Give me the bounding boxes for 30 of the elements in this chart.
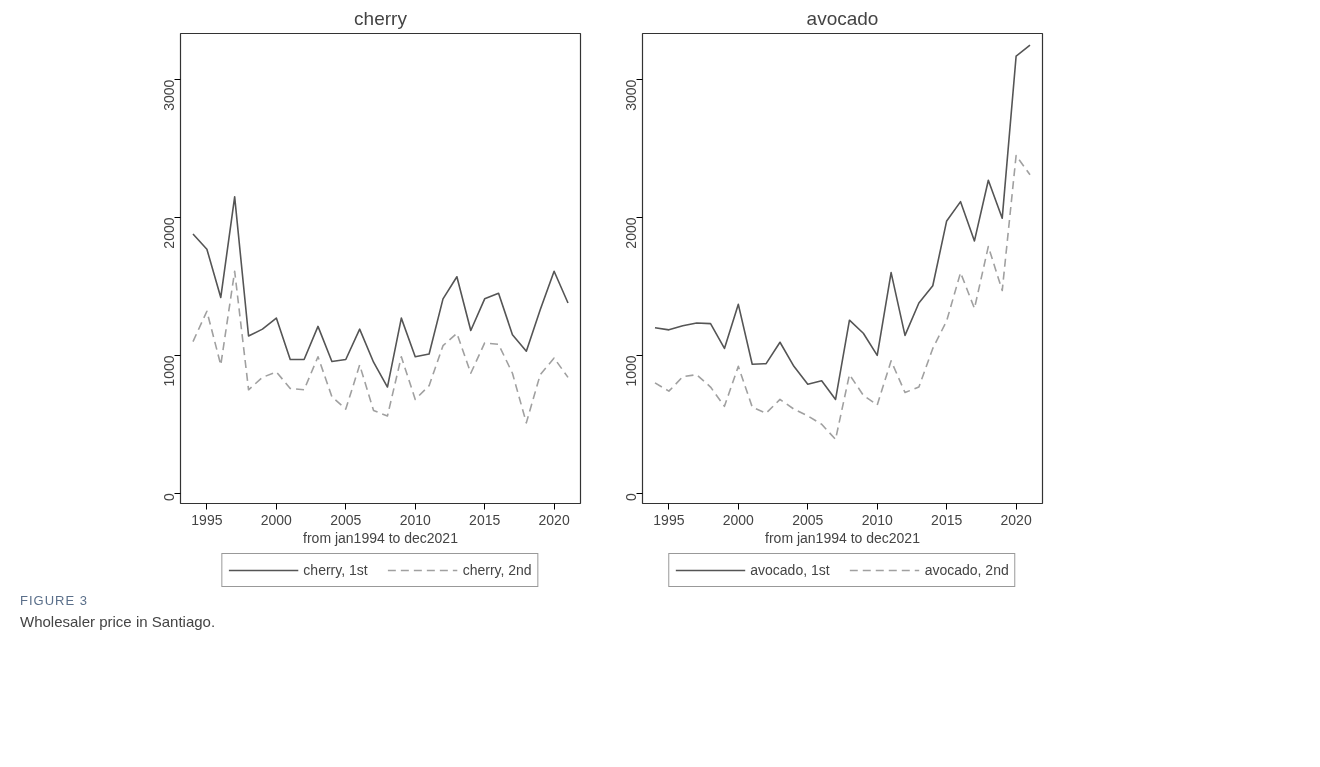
x-tick-label: 2010 bbox=[399, 511, 432, 528]
legend-label: cherry, 1st bbox=[303, 562, 368, 578]
legend-label: cherry, 2nd bbox=[462, 562, 532, 578]
y-tick-label: 0 bbox=[623, 492, 640, 501]
legend-label: avocado, 2nd bbox=[924, 562, 1009, 578]
chart-title: cherry bbox=[354, 7, 408, 29]
x-axis-title: from jan1994 to dec2021 bbox=[765, 529, 921, 546]
x-tick-label: 1995 bbox=[653, 511, 685, 528]
x-tick-label: 2005 bbox=[792, 511, 824, 528]
y-tick-label: 0 bbox=[161, 492, 178, 501]
text: Wholesaler price in Santiago. bbox=[20, 611, 216, 632]
x-tick-label: 2015 bbox=[931, 511, 963, 528]
y-tick-label: 3000 bbox=[161, 79, 178, 111]
y-tick-label: 1000 bbox=[623, 355, 640, 387]
x-axis-title: from jan1994 to dec2021 bbox=[303, 529, 459, 546]
x-tick-label: 2000 bbox=[722, 511, 755, 528]
legend-label: avocado, 1st bbox=[750, 562, 830, 578]
chart-title: avocado bbox=[806, 7, 879, 29]
y-tick-label: 2000 bbox=[161, 217, 178, 249]
y-tick-label: 3000 bbox=[623, 79, 640, 111]
x-tick-label: 2020 bbox=[1000, 511, 1032, 528]
x-tick-label: 2015 bbox=[469, 511, 501, 528]
y-tick-label: 2000 bbox=[623, 217, 640, 249]
x-tick-label: 2000 bbox=[260, 511, 293, 528]
x-tick-label: 2020 bbox=[538, 511, 570, 528]
caption: FIGURE 3 bbox=[20, 592, 89, 610]
x-tick-label: 1995 bbox=[191, 511, 223, 528]
x-tick-label: 2005 bbox=[330, 511, 362, 528]
x-tick-label: 2010 bbox=[861, 511, 894, 528]
y-tick-label: 1000 bbox=[161, 355, 178, 387]
